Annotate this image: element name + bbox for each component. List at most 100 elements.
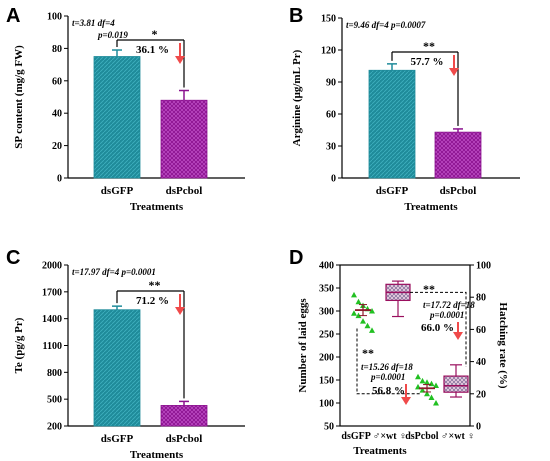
stat-line-1: t=3.81 df=4 bbox=[72, 18, 115, 28]
y-tick-label: 80 bbox=[52, 44, 62, 55]
y-left-tick-label: 50 bbox=[324, 422, 334, 433]
hatch-box bbox=[443, 375, 469, 393]
egg-stat-line-2: p=0.0001 bbox=[370, 372, 405, 382]
egg-sig-bracket bbox=[356, 328, 420, 395]
egg-count-point bbox=[433, 382, 439, 389]
stat-line-1: t=17.97 df=4 p=0.0001 bbox=[72, 267, 156, 277]
egg-count-point bbox=[419, 377, 426, 384]
bar-dsPcbol bbox=[160, 405, 208, 427]
x-axis-title: Treatments bbox=[130, 201, 184, 213]
y-right-axis-title: Hatching rate (%) bbox=[497, 302, 509, 388]
y-tick-label: 30 bbox=[326, 142, 336, 153]
egg-count-point bbox=[424, 379, 430, 385]
y-left-tick-label: 150 bbox=[319, 376, 334, 387]
y-tick-label: 0 bbox=[57, 174, 62, 185]
panel-a-chart: 0 20 40 60 80 100 dsGFP dsPcbol Treatments SP con… bbox=[13, 12, 245, 213]
egg-count-point bbox=[360, 318, 366, 324]
x-tick-label: dsPcbol bbox=[166, 433, 203, 445]
y-right-tick-label: 40 bbox=[476, 357, 486, 368]
panel-label-c: C bbox=[6, 247, 20, 269]
bar-dsGFP bbox=[93, 309, 141, 427]
y-right-tick-label: 60 bbox=[476, 325, 486, 336]
y-left-axis-title: Number of laid eggs bbox=[297, 298, 309, 393]
panel-label-d: D bbox=[289, 247, 303, 269]
bar-dsPcbol bbox=[434, 131, 482, 179]
egg-count-point bbox=[415, 373, 421, 380]
y-left-tick-label: 350 bbox=[319, 284, 334, 295]
bar-dsGFP bbox=[368, 69, 416, 179]
stat-line-1: t=9.46 df=4 p=0.0007 bbox=[346, 20, 426, 30]
egg-count-point bbox=[369, 308, 375, 314]
reduction-arrow-head bbox=[175, 307, 185, 315]
hatch-stat-line-1: t=17.72 df=18 bbox=[423, 300, 475, 310]
egg-count-point bbox=[364, 322, 371, 329]
y-tick-label: 20 bbox=[52, 141, 62, 152]
egg-reduction-label: 56.8 % bbox=[372, 385, 405, 397]
egg-count-point bbox=[428, 394, 435, 400]
y-tick-label: 60 bbox=[52, 76, 62, 87]
hatch-stat-line-2: p=0.0001 bbox=[429, 310, 464, 320]
y-tick-label: 90 bbox=[326, 78, 336, 89]
y-left-tick-label: 400 bbox=[319, 261, 334, 272]
hatch-reduction-label: 66.0 % bbox=[421, 322, 454, 334]
hatch-reduction-arrow-head bbox=[453, 332, 463, 340]
y-axis-title: SP content (mg/g FW) bbox=[13, 45, 25, 149]
y-tick-label: 0 bbox=[331, 174, 336, 185]
significance-stars: ** bbox=[423, 39, 435, 53]
y-tick-label: 1100 bbox=[43, 341, 62, 352]
y-left-tick-label: 300 bbox=[319, 307, 334, 318]
reduction-label: 57.7 % bbox=[411, 56, 444, 68]
x-tick-label: dsGFP bbox=[101, 433, 134, 445]
x-axis-title: Treatments bbox=[353, 445, 407, 457]
y-tick-label: 100 bbox=[47, 12, 62, 23]
y-tick-label: 120 bbox=[321, 46, 336, 57]
significance-stars: * bbox=[152, 27, 158, 41]
panel-d-chart: 50 100 150 200 250 300 350 400 0 20 40 60 80 100 Numbe… bbox=[297, 261, 509, 458]
egg-stat-line-1: t=15.26 df=18 bbox=[361, 362, 413, 372]
y-right-tick-label: 80 bbox=[476, 293, 486, 304]
y-right-tick-label: 0 bbox=[476, 422, 481, 433]
egg-count-point bbox=[369, 327, 375, 333]
x-tick-label: dsGFP ♂×wt ♀ bbox=[341, 431, 406, 442]
y-right-tick-label: 100 bbox=[476, 261, 491, 272]
panel-label-b: B bbox=[289, 5, 303, 27]
bar-dsPcbol bbox=[160, 99, 208, 179]
egg-count-point bbox=[424, 390, 430, 397]
stat-line-2: p=0.019 bbox=[97, 30, 128, 40]
y-axis-title: Te (pg/g Pr) bbox=[13, 317, 25, 373]
egg-reduction-arrow-head bbox=[401, 397, 411, 405]
y-tick-label: 40 bbox=[52, 109, 62, 120]
y-left-tick-label: 100 bbox=[319, 399, 334, 410]
panel-label-a: A bbox=[6, 5, 20, 27]
reduction-label: 71.2 % bbox=[136, 295, 169, 307]
y-axis-title: Arginine (μg/mL Pr) bbox=[291, 49, 303, 146]
y-tick-label: 800 bbox=[47, 368, 62, 379]
x-tick-label: dsGFP bbox=[376, 185, 409, 197]
egg-count-point bbox=[351, 310, 357, 316]
hatch-significance-stars: ** bbox=[423, 282, 435, 296]
egg-count-point bbox=[355, 312, 362, 319]
y-tick-label: 500 bbox=[47, 395, 62, 406]
y-left-tick-label: 200 bbox=[319, 353, 334, 364]
y-right-tick-label: 20 bbox=[476, 389, 486, 400]
egg-count-point bbox=[428, 380, 435, 387]
y-tick-label: 200 bbox=[47, 422, 62, 433]
reduction-arrow-head bbox=[449, 68, 459, 76]
y-tick-label: 2000 bbox=[42, 261, 62, 272]
x-axis-title: Treatments bbox=[130, 449, 184, 461]
hatch-sig-bracket bbox=[410, 291, 467, 367]
y-tick-label: 60 bbox=[326, 110, 336, 121]
reduction-arrow-head bbox=[175, 56, 185, 64]
egg-count-point bbox=[355, 298, 362, 305]
y-tick-label: 1400 bbox=[42, 314, 62, 325]
x-axis-title: Treatments bbox=[404, 201, 458, 213]
panel-c-chart: 200 500 800 1100 1400 1700 2000 dsGFP dsPcbol Tre… bbox=[13, 261, 245, 461]
x-tick-label: dsGFP bbox=[101, 185, 134, 197]
egg-count-point bbox=[433, 400, 439, 406]
significance-stars: ** bbox=[149, 278, 161, 292]
bar-dsGFP bbox=[93, 56, 141, 179]
x-tick-label: dsPcbol ♂×wt ♀ bbox=[405, 431, 475, 442]
y-left-tick-label: 250 bbox=[319, 330, 334, 341]
x-tick-label: dsPcbol bbox=[440, 185, 477, 197]
